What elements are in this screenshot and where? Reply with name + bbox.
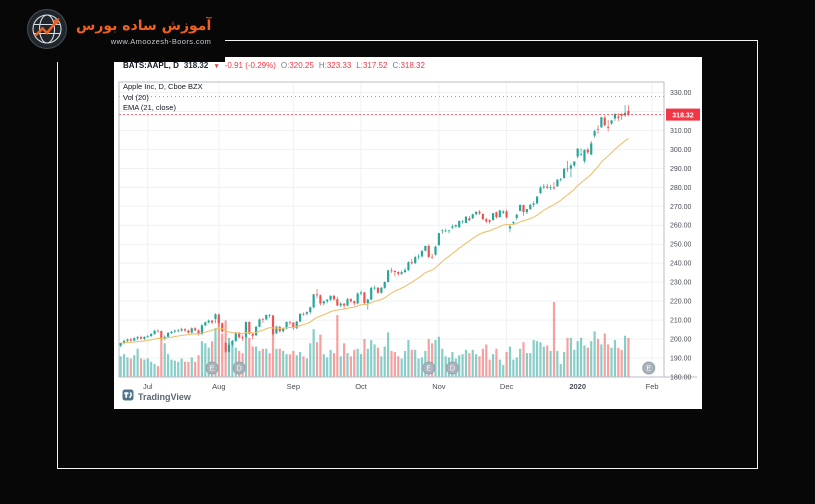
svg-text:Jul: Jul <box>143 382 153 391</box>
close-label: C: <box>392 61 401 70</box>
symbol-title[interactable]: BATS:AAPL, D <box>123 61 179 70</box>
tradingview-watermark[interactable]: TradingView <box>122 388 191 406</box>
svg-text:250.00: 250.00 <box>670 242 692 249</box>
svg-text:D: D <box>237 366 242 373</box>
svg-text:230.00: 230.00 <box>670 280 692 287</box>
chart-legend: Apple Inc, D, Cboe BZX Vol (20) EMA (21,… <box>123 82 203 114</box>
svg-text:Oct: Oct <box>355 382 368 391</box>
svg-text:Feb: Feb <box>646 382 659 391</box>
svg-text:Nov: Nov <box>432 382 446 391</box>
svg-text:300.00: 300.00 <box>670 147 692 154</box>
svg-text:290.00: 290.00 <box>670 166 692 173</box>
frame-border <box>57 40 758 469</box>
svg-text:330.00: 330.00 <box>670 90 692 97</box>
price-change: -0.91 (-0.29%) <box>224 61 276 70</box>
svg-text:E: E <box>210 366 215 373</box>
high-value: 323.33 <box>326 61 352 70</box>
high-label: H: <box>318 61 327 70</box>
svg-text:Aug: Aug <box>212 382 225 391</box>
svg-text:200.00: 200.00 <box>670 337 692 344</box>
watermark-label: TradingView <box>138 392 191 402</box>
low-label: L: <box>356 61 363 70</box>
svg-text:260.00: 260.00 <box>670 223 692 230</box>
down-triangle-icon: ▼ <box>213 63 220 70</box>
svg-text:280.00: 280.00 <box>670 185 692 192</box>
close-value: 318.32 <box>400 61 425 70</box>
svg-text:240.00: 240.00 <box>670 261 692 268</box>
svg-text:210.00: 210.00 <box>670 318 692 325</box>
chart-header: BATS:AAPL, D 318.32 ▼ -0.91 (-0.29%) O:3… <box>123 61 425 70</box>
ema-line <box>120 137 629 344</box>
svg-text:180.00: 180.00 <box>670 375 692 382</box>
svg-text:2020: 2020 <box>569 382 586 391</box>
price-badge: 318.32 <box>666 108 700 121</box>
time-axis[interactable]: Jul Aug Sep Oct Nov Dec 2020 Feb <box>143 382 659 391</box>
legend-symbol-row[interactable]: Apple Inc, D, Cboe BZX <box>123 82 203 91</box>
chart-panel: BATS:AAPL, D 318.32 ▼ -0.91 (-0.29%) O:3… <box>114 57 702 409</box>
legend-ema-row[interactable]: EMA (21, close) <box>123 103 176 112</box>
plot-border <box>118 81 665 378</box>
open-label: O: <box>280 61 290 70</box>
svg-text:E: E <box>646 366 651 373</box>
site-name: آموزش ساده بورس <box>76 17 212 34</box>
svg-text:Dec: Dec <box>500 382 514 391</box>
price-axis[interactable]: 330.00320.00310.00300.00290.00280.00270.… <box>670 90 692 382</box>
svg-text:Sep: Sep <box>287 382 300 391</box>
globe-chart-icon <box>26 8 68 55</box>
svg-text:190.00: 190.00 <box>670 356 692 363</box>
svg-text:270.00: 270.00 <box>670 204 692 211</box>
tradingview-logo-icon <box>122 388 134 406</box>
grid-lines <box>119 82 664 378</box>
legend-volume-row[interactable]: Vol (20) <box>123 92 149 102</box>
open-value: 320.25 <box>289 61 314 70</box>
site-logo: آموزش ساده بورس www.Amoozesh-Boors.com <box>20 4 226 62</box>
candles[interactable] <box>119 105 630 354</box>
site-url: www.Amoozesh-Boors.com <box>110 36 212 46</box>
low-value: 317.52 <box>362 61 388 70</box>
svg-text:310.00: 310.00 <box>670 128 692 135</box>
svg-text:E: E <box>426 366 431 373</box>
last-price-value: 318.32 <box>183 61 209 70</box>
chart-canvas[interactable]: 330.00320.00310.00300.00290.00280.00270.… <box>114 57 702 409</box>
svg-text:220.00: 220.00 <box>670 299 692 306</box>
svg-text:318.32: 318.32 <box>672 112 694 119</box>
svg-text:D: D <box>450 366 455 373</box>
